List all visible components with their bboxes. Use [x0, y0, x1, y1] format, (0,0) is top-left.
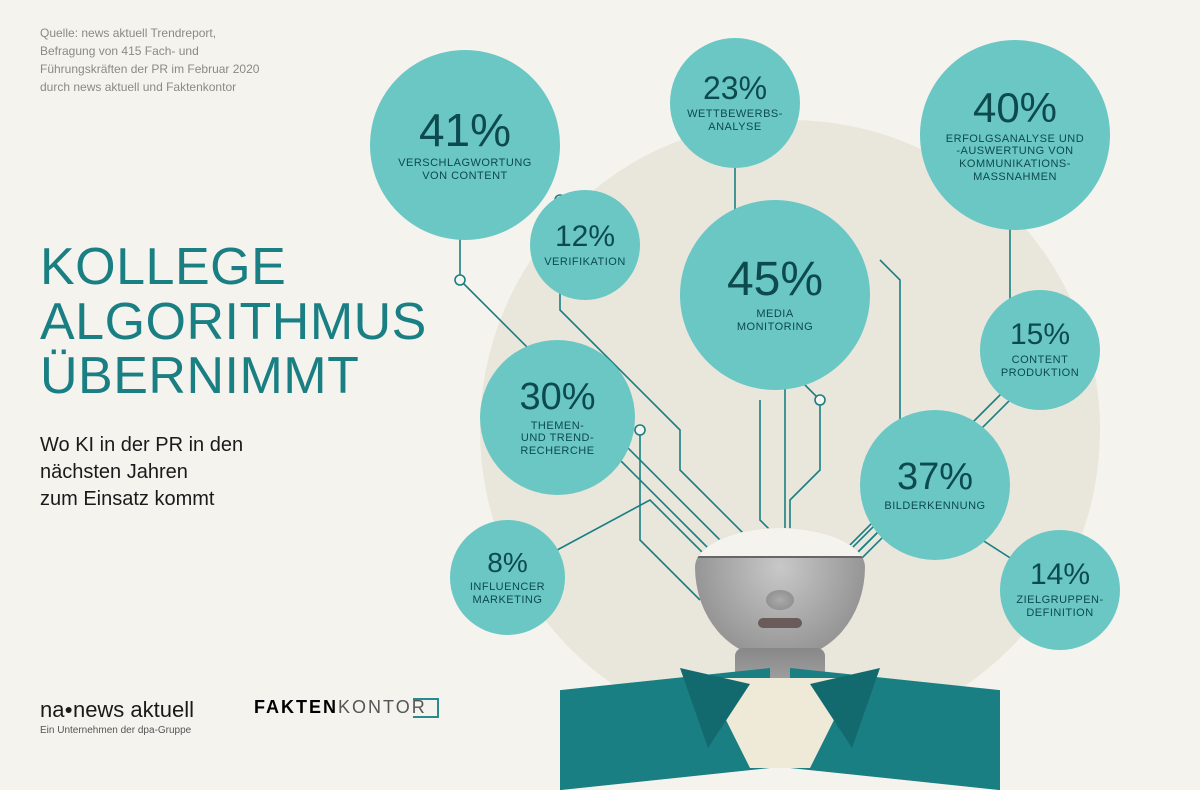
bubble-percent: 23% — [703, 72, 767, 104]
bubble-verschlagwortung: 41% VERSCHLAGWORTUNGVON CONTENT — [370, 50, 560, 240]
bubble-label: ERFOLGSANALYSE UND-AUSWERTUNG VONKOMMUNI… — [946, 133, 1084, 184]
bubble-zielgruppen: 14% ZIELGRUPPEN-DEFINITION — [1000, 530, 1120, 650]
bubble-wettbewerb: 23% WETTBEWERBS-ANALYSE — [670, 38, 800, 168]
bubble-label: MEDIAMONITORING — [737, 308, 813, 333]
bubble-label: VERIFIKATION — [544, 256, 626, 269]
bubble-label: INFLUENCERMARKETING — [470, 581, 545, 606]
bubble-content: 15% CONTENTPRODUKTION — [980, 290, 1100, 410]
bubble-percent: 45% — [727, 256, 823, 304]
bubble-label: CONTENTPRODUKTION — [1001, 354, 1079, 379]
bubble-verifikation: 12% VERIFIKATION — [530, 190, 640, 300]
bubble-label: WETTBEWERBS-ANALYSE — [687, 108, 783, 133]
subtitle: Wo KI in der PR in dennächsten Jahrenzum… — [40, 432, 340, 513]
bubble-percent: 15% — [1010, 320, 1070, 350]
bubble-percent: 41% — [419, 107, 511, 153]
bubble-percent: 37% — [897, 458, 973, 496]
bubble-percent: 12% — [555, 222, 615, 252]
bubble-label: ZIELGRUPPEN-DEFINITION — [1016, 594, 1103, 619]
logo-na-sub: Ein Unternehmen der dpa-Gruppe — [40, 725, 194, 736]
source-citation: Quelle: news aktuell Trendreport,Befragu… — [40, 24, 259, 96]
bubble-media: 45% MEDIAMONITORING — [680, 200, 870, 390]
bubble-percent: 30% — [519, 378, 595, 416]
bubble-percent: 40% — [973, 87, 1057, 129]
logo-na-prefix: na — [40, 697, 64, 722]
logo-fk-bold: FAKTEN — [254, 697, 338, 718]
bubble-label: VERSCHLAGWORTUNGVON CONTENT — [398, 157, 532, 182]
logo-na-main: news aktuell — [73, 697, 194, 722]
bubble-themen: 30% THEMEN-UND TREND-RECHERCHE — [480, 340, 635, 495]
logos: na●news aktuell Ein Unternehmen der dpa-… — [40, 697, 453, 736]
bubble-label: THEMEN-UND TREND-RECHERCHE — [520, 420, 594, 458]
bubble-percent: 14% — [1030, 560, 1090, 590]
bubble-percent: 8% — [487, 549, 527, 577]
bubble-influencer: 8% INFLUENCERMARKETING — [450, 520, 565, 635]
logo-news-aktuell: na●news aktuell Ein Unternehmen der dpa-… — [40, 697, 194, 736]
logo-faktenkontor: FAKTENKONTOR — [254, 697, 453, 718]
main-title: KOLLEGEALGORITHMUSÜBERNIMMT — [40, 240, 427, 404]
bubble-label: BILDERKENNUNG — [884, 500, 985, 513]
bubble-bild: 37% BILDERKENNUNG — [860, 410, 1010, 560]
bubble-erfolgsanalyse: 40%ERFOLGSANALYSE UND-AUSWERTUNG VONKOMM… — [920, 40, 1110, 230]
headline-block: KOLLEGEALGORITHMUSÜBERNIMMT Wo KI in der… — [40, 240, 427, 513]
